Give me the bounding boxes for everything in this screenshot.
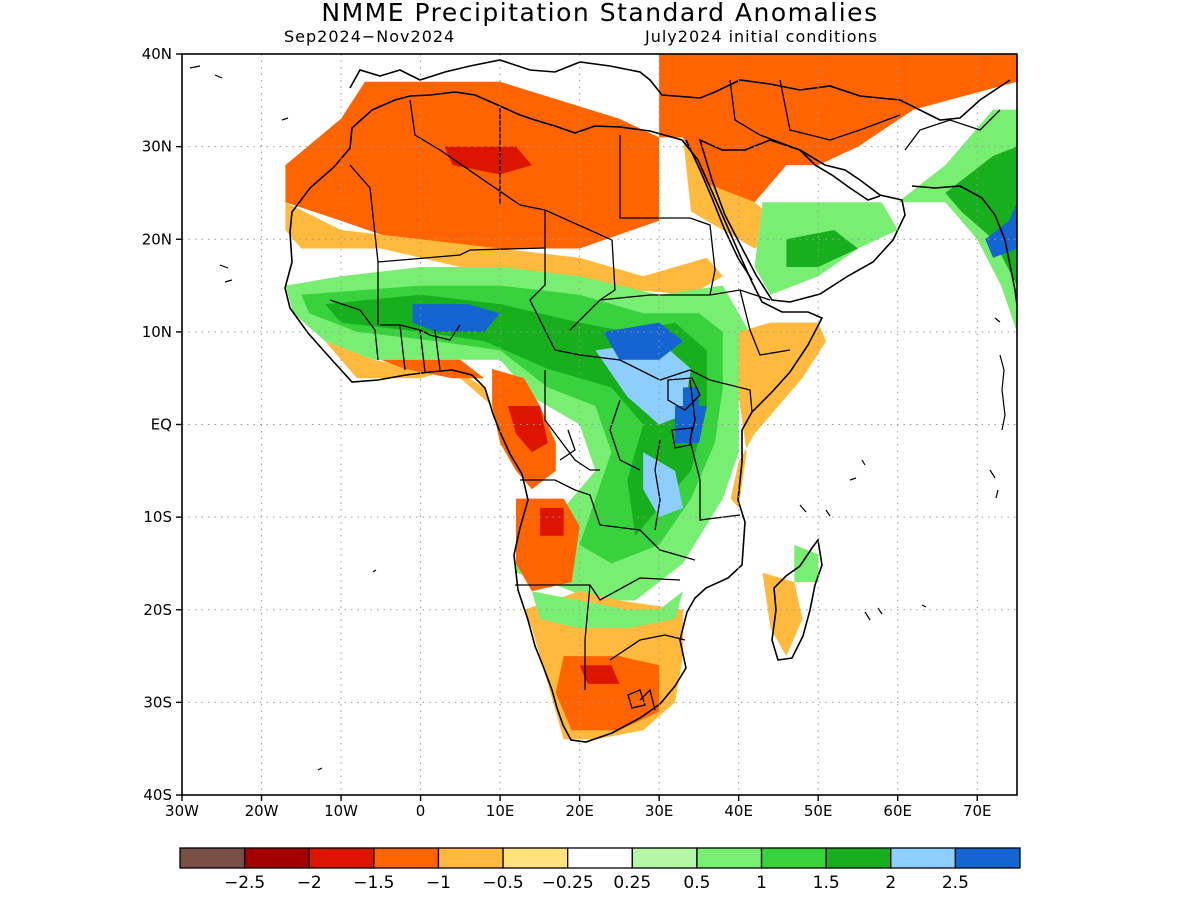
lat-tick-label: 20S	[143, 601, 172, 619]
lat-tick-label: EQ	[151, 416, 172, 434]
colorbar-swatch	[631, 847, 698, 869]
madagascar-coastline	[771, 538, 823, 661]
lat-tick-label: 30S	[143, 693, 172, 711]
colorbar-label: 0.5	[683, 873, 710, 893]
anomaly-region	[508, 406, 548, 453]
season-label: Sep2024−Nov2024	[284, 27, 456, 46]
colorbar-swatch	[567, 847, 633, 869]
colorbar-swatch	[760, 847, 827, 869]
lon-tick-label: 40E	[724, 802, 753, 820]
anomaly-region	[531, 591, 683, 629]
mediterranean-coast	[349, 59, 1011, 121]
colorbar-label: −0.25	[542, 873, 594, 893]
country-borders	[329, 79, 1001, 711]
anomaly-region	[579, 665, 620, 684]
africa-coastline	[284, 91, 824, 743]
lon-tick-label: 30E	[645, 802, 674, 820]
anomaly-region	[595, 341, 691, 425]
colorbar-label: −2.5	[224, 873, 265, 893]
init-conditions-label: July2024 initial conditions	[645, 27, 878, 46]
lon-tick-label: 70E	[963, 802, 992, 820]
persian-gulf-coast	[799, 149, 881, 201]
colorbar-swatch	[502, 847, 569, 869]
lon-tick-label: 30W	[165, 802, 199, 820]
colorbar-label: 2.5	[942, 873, 969, 893]
lat-tick-label: 40N	[142, 45, 172, 63]
lon-tick-label: 20W	[245, 802, 279, 820]
lon-tick-label: 20E	[565, 802, 594, 820]
colorbar-swatch	[825, 847, 892, 869]
colorbar-label: 1.5	[813, 873, 840, 893]
anomaly-region	[683, 387, 699, 406]
anomaly-region	[555, 656, 660, 731]
colorbar-label: 2	[885, 873, 896, 893]
colorbar-label: −1	[426, 873, 451, 893]
lon-tick-label: 10E	[486, 802, 515, 820]
anomaly-region	[643, 452, 683, 518]
colorbar-swatch	[696, 847, 763, 869]
lat-tick-label: 40S	[143, 786, 172, 804]
colorbar-swatch	[437, 847, 504, 869]
lat-tick-label: 20N	[142, 230, 172, 248]
anomaly-fields	[285, 54, 1017, 740]
colorbar-label: −1.5	[353, 873, 394, 893]
anomaly-region	[659, 54, 1017, 203]
colorbar-swatch	[243, 847, 310, 869]
colorbar-label: 0.25	[613, 873, 651, 893]
anomaly-region	[325, 341, 493, 406]
colorbar-swatch	[954, 847, 1021, 869]
anomaly-region	[730, 322, 827, 508]
anomaly-region	[675, 406, 707, 443]
colorbar-swatch	[373, 847, 440, 869]
islands	[189, 65, 1006, 771]
red-sea-coast	[685, 139, 753, 281]
lat-tick-label: 10S	[143, 508, 172, 526]
lat-tick-label: 10N	[142, 323, 172, 341]
lon-tick-label: 10W	[324, 802, 358, 820]
colorbar-label: −0.5	[482, 873, 523, 893]
anomaly-region	[380, 359, 485, 379]
anomaly-region	[762, 572, 803, 657]
colorbar-swatch	[890, 847, 957, 869]
colorbar-swatch	[179, 847, 246, 869]
anomaly-region	[539, 507, 564, 536]
india-coastline	[911, 185, 1017, 306]
colorbar-label: −2	[297, 873, 322, 893]
lat-tick-label: 30N	[142, 138, 172, 156]
colorbar-label: 1	[756, 873, 767, 893]
anomaly-region	[794, 544, 819, 582]
colorbar: −2.5 −2 −1.5 −1 −0.5 −0.25 0.25 0.5 1 1.5 2 2.5	[179, 847, 1021, 893]
lon-tick-label: 60E	[883, 802, 912, 820]
map-title: NMME Precipitation Standard Anomalies	[321, 0, 879, 27]
anomaly-region	[786, 230, 858, 267]
anomaly-region	[412, 304, 501, 332]
lon-tick-label: 0	[416, 802, 426, 820]
graticule	[182, 54, 1017, 795]
colorbar-swatch	[308, 847, 375, 869]
lon-tick-label: 50E	[804, 802, 833, 820]
